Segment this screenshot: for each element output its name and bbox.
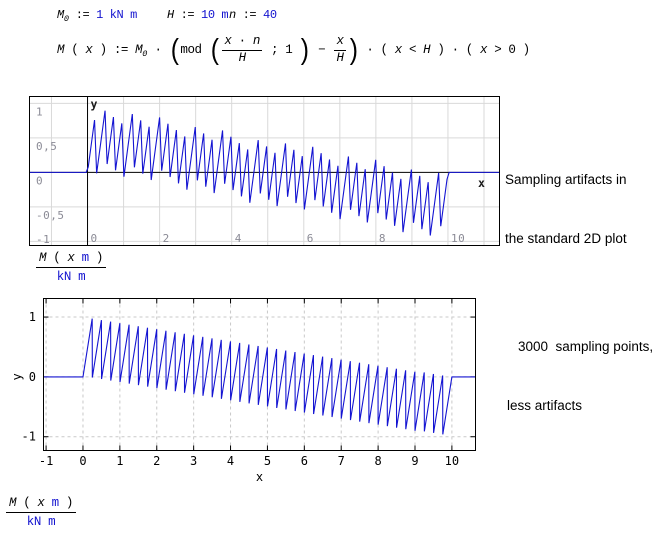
svg-text:4: 4 [235, 232, 242, 245]
svg-text:7: 7 [338, 454, 345, 468]
svg-text:0,5: 0,5 [36, 140, 57, 153]
svg-text:0: 0 [36, 174, 43, 187]
plot1-axis-expression-numerator: M ( x m ) [36, 251, 106, 268]
plot1-axis-expression[interactable]: M ( x m ) kN m [36, 251, 106, 284]
svg-text:6: 6 [301, 454, 308, 468]
plot-border [29, 96, 500, 246]
svg-text:-1: -1 [39, 454, 53, 468]
x-axis-label: x [256, 470, 263, 484]
data-series [30, 110, 499, 236]
plot2-axis-expression-numerator: M ( x m ) [6, 496, 76, 513]
plot1-axis-expression-denominator: kN m [56, 270, 86, 284]
plot-grid [29, 96, 500, 246]
plot2-axis-expression[interactable]: M ( x m ) kN m [6, 496, 76, 529]
svg-text:8: 8 [374, 454, 381, 468]
y-axis-label: y [91, 97, 98, 111]
x-axis-label: x [478, 176, 485, 190]
definition-m0[interactable]: M0 := 1 kN m [57, 8, 137, 24]
svg-text:-0,5: -0,5 [36, 209, 65, 222]
svg-text:2: 2 [153, 454, 160, 468]
svg-text:0: 0 [29, 370, 36, 384]
plot-axes [29, 96, 500, 246]
annotation-standard-plot[interactable]: Sampling artifacts in the standard 2D pl… [505, 131, 627, 287]
svg-text:6: 6 [307, 232, 314, 245]
svg-text:1: 1 [36, 105, 43, 118]
svg-text:-1: -1 [22, 430, 36, 444]
annotation-line: 3000 sampling points, [518, 339, 654, 354]
annotation-3000-points[interactable]: 3000 sampling points, less artifacts [507, 298, 653, 454]
svg-text:10: 10 [451, 232, 465, 245]
annotation-line: Sampling artifacts in [505, 172, 627, 187]
tick-labels: 1 0,5 0 -0,5 -1 0 2 4 6 8 10 [36, 105, 465, 246]
svg-text:10: 10 [445, 454, 459, 468]
tick-marks [43, 298, 476, 451]
svg-text:4: 4 [227, 454, 234, 468]
svg-text:8: 8 [379, 232, 386, 245]
svg-text:3: 3 [190, 454, 197, 468]
definition-h[interactable]: H := 10 m [167, 8, 229, 22]
svg-text:5: 5 [264, 454, 271, 468]
y-axis-label: y [10, 373, 24, 380]
svg-text:1: 1 [29, 310, 36, 324]
svg-text:0: 0 [91, 232, 98, 245]
plot-grid [43, 298, 476, 451]
axis-labels: yx [91, 97, 485, 190]
svg-text:2: 2 [163, 232, 170, 245]
svg-text:1: 1 [116, 454, 123, 468]
annotation-line: less artifacts [507, 397, 583, 413]
plot-border [43, 298, 476, 451]
svg-text:-1: -1 [36, 233, 50, 246]
svg-text:0: 0 [79, 454, 86, 468]
definition-n[interactable]: n := 40 [229, 8, 277, 22]
annotation-line: the standard 2D plot [505, 230, 627, 246]
svg-text:9: 9 [411, 454, 418, 468]
data-series [43, 318, 476, 435]
plot2-axis-expression-denominator: kN m [26, 515, 56, 529]
